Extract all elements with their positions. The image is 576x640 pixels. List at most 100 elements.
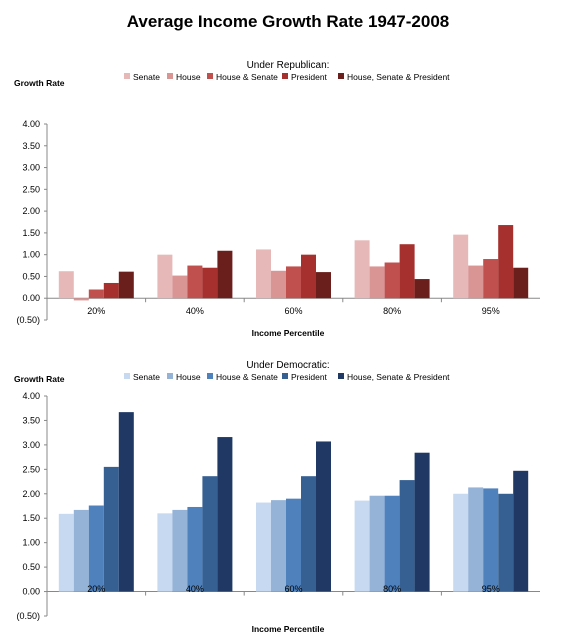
legend-label: President <box>291 72 328 82</box>
x-tick-label: 60% <box>284 584 302 594</box>
bar <box>384 262 400 299</box>
legend-label: House <box>176 72 201 82</box>
bar <box>468 487 484 592</box>
legend-swatch <box>207 373 213 379</box>
republican-chart: Under Republican: Growth Rate Senate House H… <box>14 60 540 338</box>
y-tick-label: 4.00 <box>22 119 40 129</box>
bar <box>202 476 218 592</box>
bar <box>73 298 89 301</box>
bar <box>103 282 119 299</box>
bar <box>187 506 203 592</box>
bar <box>483 488 499 592</box>
bar <box>286 498 301 592</box>
bar <box>513 267 529 299</box>
bar <box>468 265 484 299</box>
bar <box>316 441 331 592</box>
bar <box>271 500 286 592</box>
bar <box>399 480 415 592</box>
democratic-chart: Under Democratic: Growth Rate Senate House H… <box>14 360 540 634</box>
bar <box>172 509 188 592</box>
chart-subtitle: Under Democratic: <box>246 360 329 371</box>
bar <box>187 265 203 299</box>
x-tick-label: 95% <box>482 306 500 316</box>
legend-label: House, Senate & President <box>347 372 450 382</box>
legend-swatch <box>207 73 213 79</box>
legend-label: President <box>291 372 328 382</box>
y-tick-label: 2.00 <box>22 206 40 216</box>
bar <box>354 240 370 299</box>
y-tick-label: 0.50 <box>22 271 40 281</box>
legend-swatch <box>124 373 130 379</box>
bar <box>73 509 89 592</box>
bar <box>172 275 188 299</box>
bar <box>118 271 134 299</box>
x-tick-label: 80% <box>383 306 401 316</box>
y-axis-title: Growth Rate <box>14 374 65 384</box>
bar <box>118 412 134 592</box>
y-tick-label: 1.50 <box>22 228 40 238</box>
legend-swatch <box>167 373 173 379</box>
y-tick-label: 2.50 <box>22 464 40 474</box>
bar <box>88 505 104 592</box>
legend-label: House & Senate <box>216 72 278 82</box>
bar <box>301 476 316 592</box>
bar <box>453 234 469 299</box>
x-tick-label: 60% <box>284 306 302 316</box>
y-tick-label: 0.50 <box>22 562 40 572</box>
legend-swatch <box>124 73 130 79</box>
bar <box>369 495 385 592</box>
x-axis-title: Income Percentile <box>252 624 325 634</box>
y-tick-label: 3.00 <box>22 440 40 450</box>
bar <box>157 513 173 592</box>
legend-swatch <box>338 73 344 79</box>
legend-swatch <box>282 373 288 379</box>
bar <box>217 250 233 299</box>
y-tick-label: 2.00 <box>22 489 40 499</box>
bar <box>256 502 271 592</box>
y-tick-label: 1.00 <box>22 538 40 548</box>
x-tick-label: 80% <box>383 584 401 594</box>
legend-label: Senate <box>133 372 160 382</box>
y-tick-label: 1.00 <box>22 250 40 260</box>
bar <box>316 272 331 299</box>
bar <box>453 493 469 592</box>
legend-label: House <box>176 372 201 382</box>
bar <box>414 279 430 299</box>
y-tick-label: 0.00 <box>22 293 40 303</box>
chart-subtitle: Under Republican: <box>247 60 330 71</box>
legend-swatch <box>167 73 173 79</box>
bar <box>286 266 301 299</box>
x-axis-title: Income Percentile <box>252 328 325 338</box>
y-axis-title: Growth Rate <box>14 78 65 88</box>
bar <box>399 244 415 299</box>
legend-swatch <box>338 373 344 379</box>
bar <box>384 495 400 592</box>
bar <box>217 437 233 592</box>
page-title: Average Income Growth Rate 1947-2008 <box>126 12 450 31</box>
bar <box>301 254 316 299</box>
bar <box>513 470 529 592</box>
bar <box>58 271 74 299</box>
x-tick-label: 20% <box>87 584 105 594</box>
bar <box>354 500 370 592</box>
bar <box>414 452 430 592</box>
bar <box>369 266 385 299</box>
y-tick-label: 3.50 <box>22 141 40 151</box>
bar <box>256 249 271 299</box>
y-tick-label: (0.50) <box>16 315 40 325</box>
bar <box>271 270 286 299</box>
y-tick-label: 0.00 <box>22 587 40 597</box>
y-tick-label: 3.50 <box>22 415 40 425</box>
bar <box>58 513 74 592</box>
bar <box>103 466 119 592</box>
bar <box>498 493 514 592</box>
bar <box>483 259 499 299</box>
y-tick-label: 1.50 <box>22 513 40 523</box>
y-tick-label: (0.50) <box>16 611 40 621</box>
bar <box>157 254 173 299</box>
y-tick-label: 3.00 <box>22 163 40 173</box>
x-tick-label: 95% <box>482 584 500 594</box>
x-tick-label: 40% <box>186 584 204 594</box>
bar <box>202 267 218 299</box>
y-tick-label: 2.50 <box>22 184 40 194</box>
